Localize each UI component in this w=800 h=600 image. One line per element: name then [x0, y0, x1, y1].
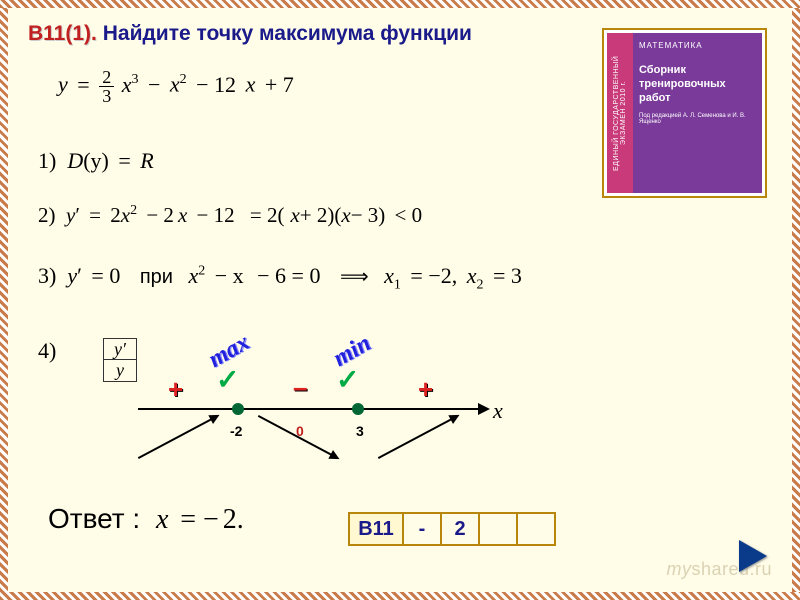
answer-var: x [156, 504, 168, 535]
tick-3: 3 [356, 423, 364, 439]
answer-cell-3 [478, 512, 518, 546]
step-1-domain: 1) D(y) = R [38, 148, 154, 174]
answer-grid: В11 - 2 [348, 512, 556, 546]
answer-cell-1: - [402, 512, 442, 546]
problem-number: B11(1). [28, 22, 97, 45]
check-icon-min: ✓ [336, 363, 359, 396]
tick-neg2: -2 [230, 423, 242, 439]
problem-text: Найдите точку максимума функции [103, 22, 472, 45]
book-cover: МАТЕМАТИКА Сборник тренировочных работ П… [633, 33, 762, 193]
sign-minus-mid: – [293, 372, 307, 403]
yprime-row: y′ [104, 339, 136, 360]
check-icon-max: ✓ [216, 363, 239, 396]
answer-value: 2. [223, 504, 244, 535]
answer-label: Ответ : [48, 503, 140, 534]
step-4-label: 4) [38, 338, 56, 364]
answer-cell-2: 2 [440, 512, 480, 546]
x-axis-label: x [493, 398, 503, 424]
answer-eq: = − [180, 504, 219, 535]
step-3-critical-points: 3) y′ = 0 при x2 − x − 6 = 0 ⟹ x1 = −2, … [38, 263, 522, 293]
sign-plus-left: + [168, 374, 183, 405]
sign-table: y′ y [103, 338, 137, 382]
answer-cell-4 [516, 512, 556, 546]
book-authors: Под редакцией А. Л. Семенова и И. В. Яще… [639, 113, 756, 125]
answer-cell-id: В11 [348, 512, 404, 546]
function-formula: y = 23 x3 − x2 − 12 x + 7 [58, 68, 294, 105]
problem-title: B11(1). Найдите точку максимума функции [28, 22, 472, 46]
arrow-increasing-right [378, 415, 458, 459]
number-line-diagram: x -2 0 3 + – + max min ✓ ✓ [138, 358, 518, 458]
slide-canvas: B11(1). Найдите точку максимума функции … [8, 8, 792, 592]
book-spine: ЕДИНЫЙ ГОСУДАРСТВЕННЫЙ ЭКЗАМЕН 2010 г. [607, 33, 633, 193]
book-subject: МАТЕМАТИКА [639, 41, 756, 50]
number-line-axis [138, 408, 488, 410]
arrow-decreasing-mid [258, 415, 338, 459]
answer-line: Ответ : x = −2. [48, 503, 244, 536]
critical-point-3 [352, 403, 364, 415]
book-title: Сборник тренировочных работ [639, 64, 756, 105]
step-2-derivative: 2) y′ = 2x2 − 2x − 12 = 2(x+ 2)(x− 3) < … [38, 203, 422, 228]
arrow-increasing-left [138, 415, 218, 459]
critical-point-neg2 [232, 403, 244, 415]
textbook-thumbnail: ЕДИНЫЙ ГОСУДАРСТВЕННЫЙ ЭКЗАМЕН 2010 г. М… [602, 28, 767, 198]
next-slide-button[interactable] [739, 540, 767, 572]
y-row: y [104, 360, 136, 381]
sign-plus-right: + [418, 374, 433, 405]
